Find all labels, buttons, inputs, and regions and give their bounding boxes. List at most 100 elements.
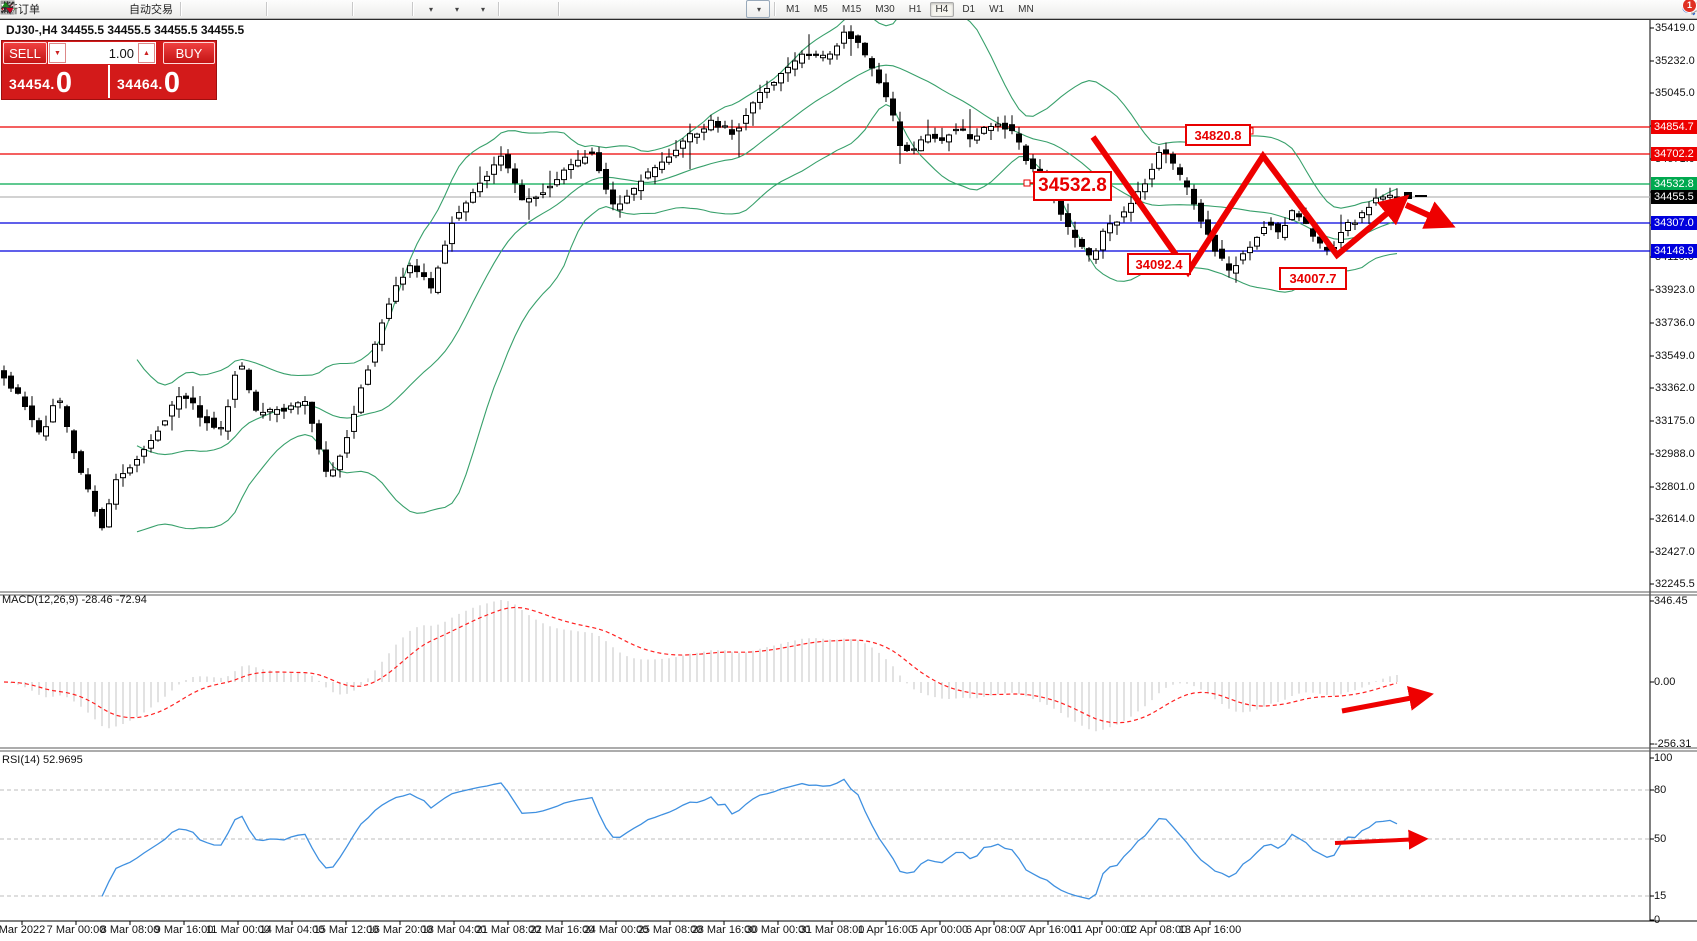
price-tick-label: 33175.0 (1655, 415, 1695, 427)
timeframe-m15-button[interactable]: M15 (841, 3, 862, 15)
price-tick-label: 35232.0 (1655, 55, 1695, 67)
volume-increase-button[interactable]: ▲ (138, 43, 155, 63)
zoom-out-button[interactable] (1, 0, 322, 18)
candlestick-button[interactable] (2, 0, 236, 18)
timeframe-h1-button[interactable]: H1 (908, 3, 922, 15)
chart-window-top-border (0, 18, 1697, 20)
time-axis-label: 13 Apr 16:00 (1178, 924, 1242, 936)
price-tick-label: 32427.0 (1655, 546, 1695, 558)
hline-button[interactable] (2, 0, 614, 18)
indicators-button[interactable]: ▾ (0, 0, 494, 18)
tile-windows-button[interactable] (1, 0, 348, 18)
fibo-button[interactable]: F (2, 0, 692, 18)
volume-input[interactable] (66, 43, 138, 63)
price-tick-label: 32988.0 (1655, 448, 1695, 460)
time-axis-label: 5 Apr 00:00 (911, 924, 969, 936)
auto-scroll-button[interactable] (1, 0, 382, 18)
price-level-badge: 34148.9 (1651, 244, 1697, 258)
chevron-down-icon[interactable]: ▾ (756, 4, 761, 14)
timeframe-m30-button[interactable]: M30 (875, 3, 895, 15)
chevron-down-icon[interactable]: ▾ (480, 4, 485, 14)
price-level-badge: 34307.0 (1651, 216, 1697, 230)
time-axis-label: 1 Apr 16:00 (857, 924, 915, 936)
profiles-button[interactable]: ▾ (1, 0, 468, 18)
price-tick-label: 33362.0 (1655, 382, 1695, 394)
toolbar-separator (180, 2, 182, 16)
metaeditor-button[interactable] (1, 0, 69, 18)
toolbar-separator (412, 2, 414, 16)
chevron-down-icon[interactable]: ▾ (454, 4, 459, 14)
toolbar-separator (352, 2, 354, 16)
buy-button[interactable]: BUY (163, 42, 215, 64)
low2-annotation[interactable]: 34007.7 (1279, 267, 1347, 290)
timeframe-w1-button[interactable]: W1 (989, 3, 1005, 15)
shapes-button[interactable]: ▾ (2, 0, 770, 18)
price-level-badge: 34702.2 (1651, 147, 1697, 161)
price-tick-label: 35419.0 (1655, 22, 1695, 34)
crosshair-button[interactable] (1, 0, 554, 18)
volume-decrease-button[interactable]: ▼ (49, 43, 66, 63)
timeframe-d1-button[interactable]: D1 (962, 3, 976, 15)
time-axis-label: 30 Mar 00:00 (745, 924, 811, 936)
autotrade-button[interactable]: 自动交易 (1, 0, 176, 18)
forecast-arrow (1404, 201, 1456, 229)
macd-pane (3, 600, 1434, 732)
price-tick-label: 33549.0 (1655, 350, 1695, 362)
channel-button[interactable]: E (0, 0, 666, 18)
trendline-button[interactable] (1, 0, 640, 18)
main-pane (0, 20, 1650, 533)
new-order-button-label: 新订单 (7, 4, 40, 16)
bar-chart-button[interactable] (2, 0, 210, 18)
time-axis-label: 25 Mar 08:00 (637, 924, 703, 936)
time-axis-label: 14 Mar 04:00 (259, 924, 325, 936)
timeframe-mn-button[interactable]: MN (1018, 3, 1034, 15)
price-tick-label: 32245.5 (1655, 578, 1695, 590)
new-chart-button[interactable]: ▾ (0, 0, 442, 18)
low1-annotation[interactable]: 34092.4 (1127, 253, 1191, 275)
price-tick-label: 35045.0 (1655, 87, 1695, 99)
one-click-trading-panel: SELL ▼ ▲ BUY 34454. 0 34464. 0 (2, 41, 216, 99)
price-level-badge: 34532.8 (1651, 177, 1697, 191)
trend-zigzag-arrow (1090, 135, 1410, 278)
macd-zero-label: 0.00 (1654, 676, 1676, 688)
time-axis-label: 8 Mar 08:00 (100, 924, 160, 936)
toolbar-separator (266, 2, 268, 16)
vline-button[interactable] (6, 0, 588, 18)
sell-button[interactable]: SELL (3, 42, 47, 64)
high-annotation[interactable]: 34820.8 (1185, 124, 1251, 146)
timeframe-m5-button[interactable]: M5 (813, 3, 828, 15)
line-chart-button[interactable] (0, 0, 262, 18)
price-tick-label: 33736.0 (1655, 317, 1695, 329)
time-axis-label: 7 Mar 00:00 (46, 924, 106, 936)
timeframe-h4-button[interactable]: H4 (929, 1, 955, 17)
rsi-level-label: 100 (1654, 752, 1673, 764)
macd-label: MACD(12,26,9) -28.46 -72.94 (2, 594, 147, 606)
autotrade-button-label: 自动交易 (129, 4, 173, 16)
time-axis-label: Mar 2022 (0, 924, 46, 936)
price-level-badge: 34455.5 (1651, 190, 1697, 204)
chart-shift-button[interactable] (1, 0, 408, 18)
time-axis-label: 12 Apr 08:00 (1124, 924, 1188, 936)
cursor-button[interactable] (4, 0, 528, 18)
zoom-in-button[interactable] (1, 0, 296, 18)
text-button[interactable]: A (4, 0, 718, 18)
toolbar-separator (498, 2, 500, 16)
label-button[interactable]: T (1, 0, 744, 18)
resistance-annotation[interactable]: 34532.8 (1033, 171, 1112, 201)
timeframe-m1-button[interactable]: M1 (786, 3, 800, 15)
chevron-down-icon[interactable]: ▾ (428, 4, 433, 14)
rsi-level-label: 0 (1654, 914, 1661, 926)
signals-button[interactable] (1, 0, 121, 18)
time-axis-label: 11 Mar 00:00 (205, 924, 271, 936)
rsi-level-label: 50 (1654, 833, 1667, 845)
svg-text:E: E (9, 10, 13, 15)
price-level-badge: 34854.7 (1651, 120, 1697, 134)
market-button[interactable] (1, 0, 95, 18)
sell-price[interactable]: 34454. 0 (9, 67, 72, 99)
macd-arrow (1341, 686, 1434, 714)
price-tick-label: 32801.0 (1655, 481, 1695, 493)
buy-price[interactable]: 34464. 0 (108, 65, 216, 98)
